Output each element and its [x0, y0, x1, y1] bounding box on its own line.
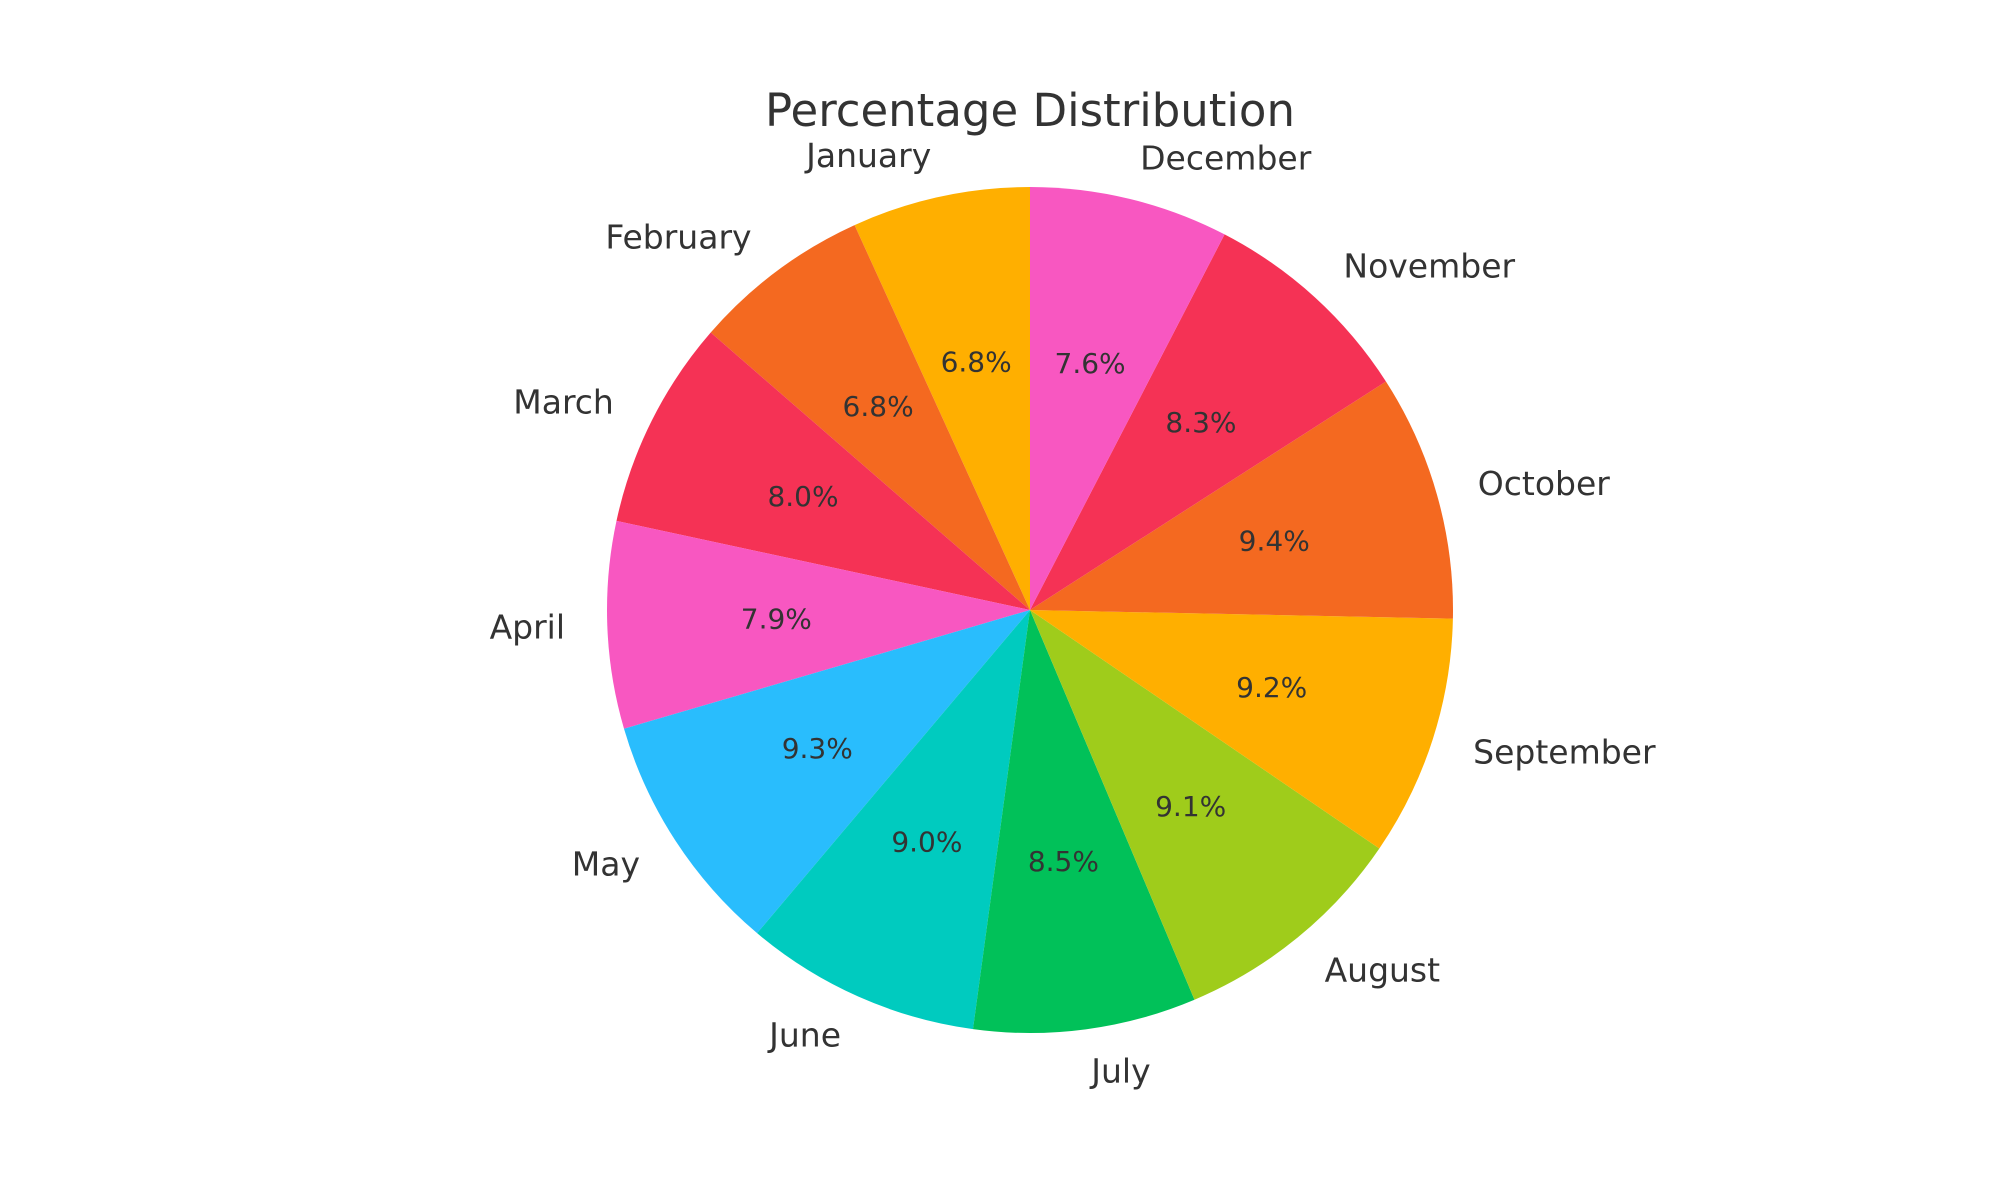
pie-category-label-july: July — [1089, 1052, 1150, 1091]
pie-percent-label-april: 7.9% — [741, 603, 812, 636]
pie-slice-february — [710, 225, 1030, 611]
pie-category-label-september: September — [1473, 732, 1656, 771]
pie-percent-label-january: 6.8% — [941, 345, 1012, 378]
pie-percent-label-september: 9.2% — [1236, 671, 1307, 704]
pie-category-labels: January February March April May June July Augu… — [490, 136, 1656, 1091]
pie-slice-april — [607, 520, 1030, 729]
pie-slice-september — [1030, 610, 1453, 849]
pie-percent-label-june: 9.0% — [891, 825, 962, 858]
pie-category-label-june: June — [767, 1016, 841, 1055]
pie-percent-label-october: 9.4% — [1239, 525, 1310, 558]
pie-slice-november — [1030, 234, 1386, 610]
pie-percent-label-december: 7.6% — [1055, 347, 1126, 380]
pie-category-label-march: March — [513, 382, 614, 421]
chart-title: Percentage Distribution — [765, 84, 1295, 137]
pie-slice-january — [854, 187, 1030, 610]
pie-percent-labels: 6.8% 6.8% 8.0% 7.9% 9.3% 9.0% 8.5% 9.1% 9.2% 9.4%… — [741, 345, 1310, 878]
pie-slice-october — [1030, 381, 1453, 619]
pie-slice-march — [616, 332, 1030, 610]
pie-slice-august — [1030, 610, 1380, 1000]
pie-percent-label-july: 8.5% — [1028, 845, 1099, 878]
pie-percent-label-august: 9.1% — [1155, 790, 1226, 823]
pie-percent-label-march: 8.0% — [767, 480, 838, 513]
pie-category-label-april: April — [490, 607, 565, 646]
pie-category-label-november: November — [1343, 247, 1515, 286]
pie-percent-label-may: 9.3% — [782, 732, 853, 765]
pie-category-label-january: January — [804, 136, 931, 175]
pie-percent-label-november: 8.3% — [1165, 406, 1236, 439]
pie-slice-june — [757, 610, 1030, 1030]
pie-category-label-february: February — [605, 218, 751, 257]
pie-category-label-may: May — [572, 844, 640, 883]
pie-slice-may — [624, 610, 1030, 934]
pie-slices — [607, 187, 1453, 1033]
pie-category-label-october: October — [1478, 464, 1610, 503]
pie-category-label-august: August — [1325, 951, 1441, 990]
pie-slice-december — [1030, 187, 1225, 610]
pie-slice-july — [972, 610, 1195, 1033]
pie-percent-label-february: 6.8% — [843, 390, 914, 423]
pie-category-label-december: December — [1140, 138, 1312, 177]
